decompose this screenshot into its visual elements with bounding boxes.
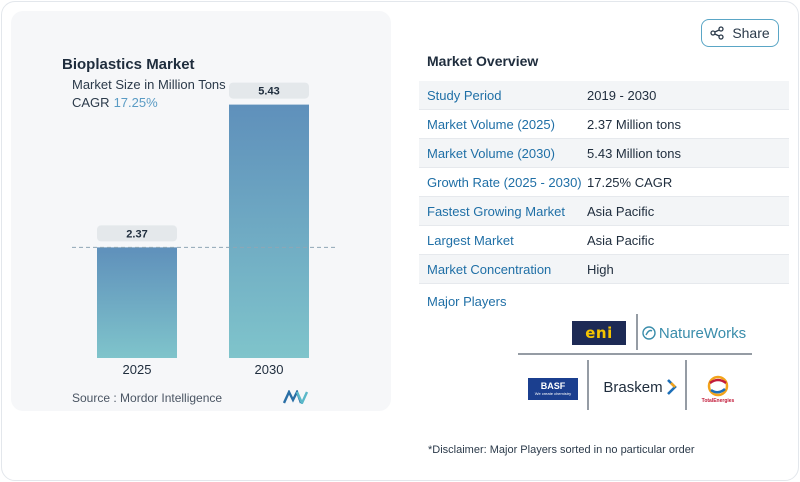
row-value: Asia Pacific (587, 232, 655, 248)
totalenergies-wordmark: TotalEnergies (701, 397, 735, 404)
natureworks-leaf-icon (642, 326, 656, 340)
table-row: Market Concentration High (419, 255, 789, 284)
bar-2025 (97, 247, 177, 358)
value-label: 5.43 (258, 86, 279, 98)
natureworks-wordmark: NatureWorks (658, 324, 747, 342)
disclaimer-text: *Disclaimer: Major Players sorted in no … (428, 444, 695, 456)
value-label-bg (97, 225, 177, 242)
x-tick-label: 2030 (255, 362, 284, 377)
x-tick-label: 2025 (123, 362, 152, 377)
overview-table: Study Period 2019 - 2030 Market Volume (2… (419, 81, 789, 284)
row-key: Growth Rate (2025 - 2030) (427, 174, 582, 190)
row-value: 17.25% CAGR (587, 174, 673, 190)
table-row: Largest Market Asia Pacific (419, 226, 789, 255)
table-row: Study Period 2019 - 2030 (419, 81, 789, 110)
totalenergies-swirl-icon (707, 375, 729, 396)
eni-wordmark: eni (585, 324, 613, 342)
table-row: Growth Rate (2025 - 2030) 17.25% CAGR (419, 168, 789, 197)
cagr-value: 17.25% (113, 95, 158, 110)
source-text: Source : Mordor Intelligence (72, 391, 223, 405)
bar-2030 (229, 104, 309, 358)
braskem-wordmark: Braskem (603, 378, 663, 396)
braskem-mark-icon (666, 379, 677, 395)
totalenergies-logo: TotalEnergies (696, 372, 740, 406)
share-button[interactable]: Share (701, 19, 779, 47)
braskem-logo: Braskem (602, 374, 678, 400)
mordor-logo-icon (283, 390, 309, 404)
chart-card (11, 11, 391, 411)
row-key: Largest Market (427, 232, 514, 248)
table-row: Market Volume (2025) 2.37 Million tons (419, 110, 789, 139)
row-value: Asia Pacific (587, 203, 655, 219)
row-value: 5.43 Million tons (587, 145, 681, 161)
basf-logo: BASF We create chemistry (528, 378, 578, 400)
major-players-label: Major Players (427, 294, 507, 309)
value-label: 2.37 (126, 228, 147, 240)
cagr-line: CAGR 17.25% (72, 95, 158, 110)
natureworks-logo: NatureWorks (640, 320, 748, 346)
row-value: 2019 - 2030 (587, 87, 657, 103)
row-key: Study Period (427, 87, 502, 103)
chart-title: Bioplastics Market (62, 56, 195, 73)
eni-logo: eni (572, 321, 626, 345)
table-row: Market Volume (2030) 5.43 Million tons (419, 139, 789, 168)
share-icon (710, 26, 724, 40)
bar-chart: 2.37 2025 5.43 2030 (72, 82, 338, 377)
basf-wordmark: BASF (540, 381, 566, 391)
overview-title: Market Overview (427, 53, 539, 69)
row-value: High (587, 261, 614, 277)
basf-tagline: We create chemistry (534, 391, 572, 396)
row-value: 2.37 Million tons (587, 116, 681, 132)
table-row: Fastest Growing Market Asia Pacific (419, 197, 789, 226)
chart-subtitle: Market Size in Million Tons (72, 77, 226, 92)
share-label: Share (732, 25, 770, 41)
value-label-bg (229, 82, 309, 99)
row-key: Market Volume (2030) (427, 145, 555, 161)
row-key: Market Volume (2025) (427, 116, 555, 132)
row-key: Market Concentration (427, 261, 552, 277)
cagr-label: CAGR (72, 95, 110, 110)
row-key: Fastest Growing Market (427, 203, 565, 219)
